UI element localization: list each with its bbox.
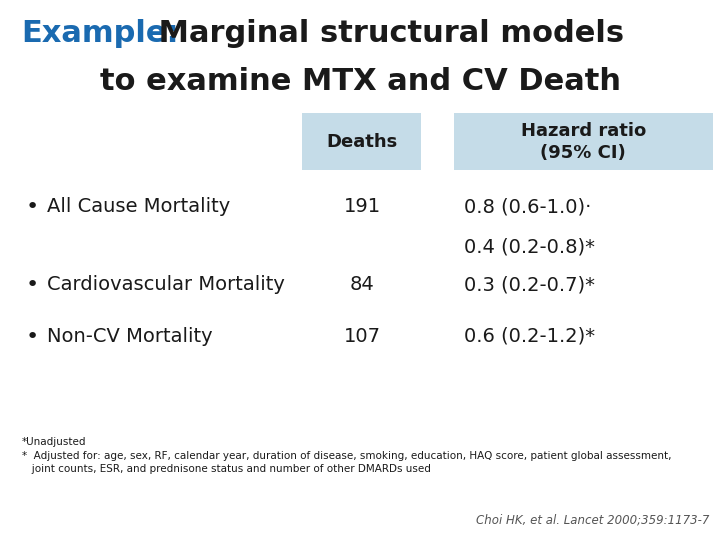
Text: 84: 84 (350, 275, 374, 294)
Text: •: • (25, 327, 38, 347)
Text: 0.3 (0.2-0.7)*: 0.3 (0.2-0.7)* (464, 275, 595, 294)
Text: 0.6 (0.2-1.2)*: 0.6 (0.2-1.2)* (464, 327, 595, 346)
Text: 0.4 (0.2-0.8)*: 0.4 (0.2-0.8)* (464, 238, 595, 256)
Text: All Cause Mortality: All Cause Mortality (47, 197, 230, 216)
Text: Example:: Example: (22, 19, 179, 48)
Text: to examine MTX and CV Death: to examine MTX and CV Death (99, 68, 621, 97)
Text: Deaths: Deaths (327, 133, 397, 151)
Text: Marginal structural models: Marginal structural models (148, 19, 624, 48)
Text: *Unadjusted: *Unadjusted (22, 437, 86, 448)
Text: 191: 191 (343, 197, 381, 216)
Text: 0.8 (0.6-1.0)·: 0.8 (0.6-1.0)· (464, 197, 592, 216)
Text: Hazard ratio
(95% CI): Hazard ratio (95% CI) (521, 122, 646, 162)
Text: •: • (25, 275, 38, 295)
Text: Cardiovascular Mortality: Cardiovascular Mortality (47, 275, 284, 294)
Text: Non-CV Mortality: Non-CV Mortality (47, 327, 212, 346)
Text: *  Adjusted for: age, sex, RF, calendar year, duration of disease, smoking, educ: * Adjusted for: age, sex, RF, calendar y… (22, 451, 671, 475)
FancyBboxPatch shape (302, 113, 421, 170)
Text: Choi HK, et al. Lancet 2000;359:1173-7: Choi HK, et al. Lancet 2000;359:1173-7 (476, 514, 709, 526)
FancyBboxPatch shape (454, 113, 713, 170)
Text: •: • (25, 197, 38, 217)
Text: 107: 107 (343, 327, 381, 346)
